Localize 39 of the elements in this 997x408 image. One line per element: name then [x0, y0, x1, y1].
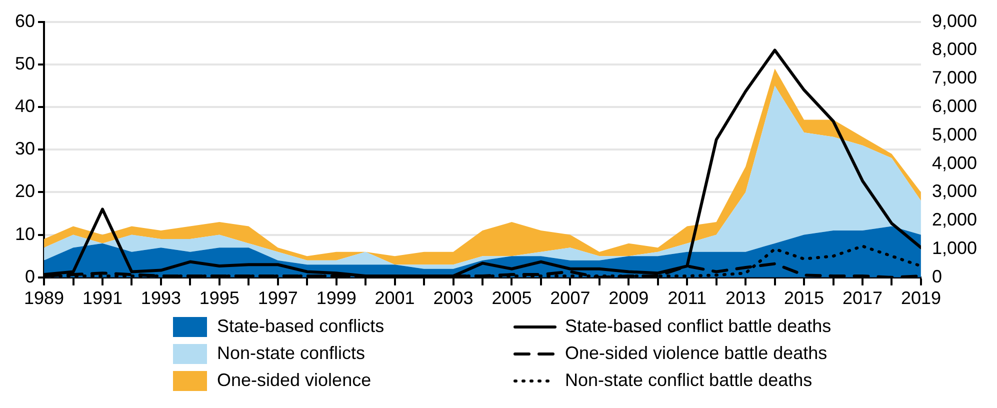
y-tick-label: 60 [14, 10, 36, 31]
y-tick-label: 40 [14, 96, 36, 116]
x-tick-label: 1999 [316, 288, 356, 308]
x-tick-label: 2015 [784, 288, 824, 308]
legend-label: State-based conflicts [217, 316, 384, 337]
x-tick-label: 2007 [550, 288, 590, 308]
y-tick-label: 0 [25, 266, 36, 286]
y-tick-label: 50 [14, 53, 36, 74]
y2-tick-label: 6,000 [932, 96, 978, 116]
y2-tick-label: 3,000 [932, 181, 978, 202]
legend-label: State-based conflict battle deaths [565, 316, 832, 337]
y-tick-label: 30 [14, 138, 36, 159]
legend-label: One-sided violence [217, 370, 372, 391]
y2-tick-label: 5,000 [932, 124, 978, 144]
y-tick-label: 20 [14, 181, 36, 202]
legend-label: One-sided violence battle deaths [565, 343, 828, 364]
legend-label: Non-state conflict battle deaths [565, 370, 812, 391]
x-tick-label: 1989 [24, 288, 64, 308]
x-tick-label: 2017 [842, 288, 883, 308]
x-tick-label: 2009 [608, 288, 649, 308]
y2-tick-label: 0 [932, 266, 942, 286]
x-tick-label: 1997 [258, 288, 298, 308]
x-tick-label: 2003 [433, 288, 474, 308]
x-tick-label: 2001 [374, 288, 415, 308]
y2-tick-label: 8,000 [932, 39, 978, 60]
y2-tick-label: 7,000 [932, 68, 978, 88]
x-tick-label: 2011 [668, 288, 706, 308]
x-tick-label: 1991 [82, 288, 123, 308]
x-tick-label: 2013 [726, 288, 766, 308]
x-tick-label: 2019 [900, 288, 941, 308]
y2-tick-label: 4,000 [932, 152, 978, 173]
y2-tick-label: 1,000 [932, 238, 978, 258]
legend-label: Non-state conflicts [217, 343, 366, 364]
x-tick-label: 1993 [140, 288, 181, 308]
y2-tick-label: 9,000 [932, 10, 978, 31]
x-tick-label: 2005 [492, 288, 532, 308]
y-tick-label: 10 [14, 224, 36, 244]
x-tick-label: 1995 [199, 288, 240, 308]
y2-tick-label: 2,000 [932, 210, 978, 230]
